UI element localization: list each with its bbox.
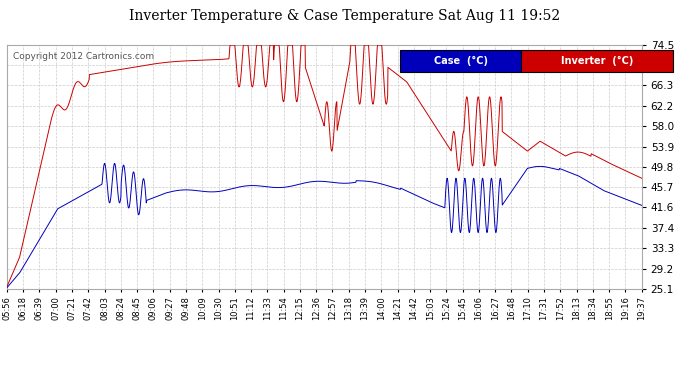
Bar [521,50,673,72]
Text: Case  (°C): Case (°C) [434,56,488,66]
Text: Inverter Temperature & Case Temperature Sat Aug 11 19:52: Inverter Temperature & Case Temperature … [130,9,560,23]
Text: Inverter  (°C): Inverter (°C) [561,56,633,66]
Text: Copyright 2012 Cartronics.com: Copyright 2012 Cartronics.com [13,53,155,61]
Bar [400,50,521,72]
